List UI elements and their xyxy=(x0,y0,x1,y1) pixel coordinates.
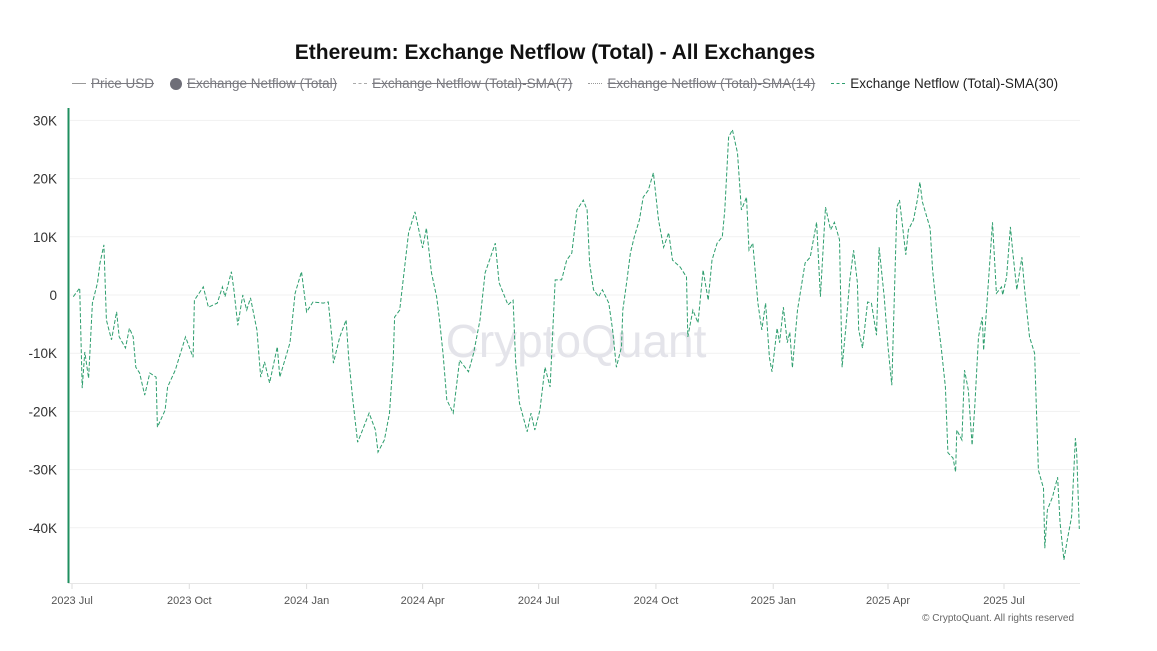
dashed-swatch-icon xyxy=(831,83,846,84)
dot-swatch-icon xyxy=(170,77,183,90)
chart-legend: Price USD Exchange Netflow (Total) Excha… xyxy=(72,76,1058,91)
x-tick-label: 2024 Oct xyxy=(634,595,679,607)
dashed-swatch-icon xyxy=(353,83,368,84)
x-tick-label: 2025 Jul xyxy=(983,595,1025,607)
x-tick-label: 2024 Jan xyxy=(284,595,329,607)
legend-item-sma30[interactable]: Exchange Netflow (Total)-SMA(30) xyxy=(831,76,1058,91)
y-tick-label: 10K xyxy=(33,230,57,245)
watermark: CryptoQuant xyxy=(446,315,707,367)
y-tick-label: 30K xyxy=(33,113,57,128)
legend-item-sma7[interactable]: Exchange Netflow (Total)-SMA(7) xyxy=(353,76,572,91)
x-tick-label: 2025 Apr xyxy=(866,595,910,607)
legend-label: Exchange Netflow (Total) xyxy=(187,76,338,91)
y-tick-label: -20K xyxy=(28,404,57,419)
legend-label: Price USD xyxy=(91,76,155,91)
x-tick-label: 2024 Jul xyxy=(518,595,560,607)
y-tick-label: -40K xyxy=(28,521,57,536)
y-tick-label: -10K xyxy=(28,346,57,361)
x-tick-label: 2023 Oct xyxy=(167,595,212,607)
y-tick-label: 20K xyxy=(33,172,57,187)
x-tick-label: 2025 Jan xyxy=(751,595,796,607)
legend-label: Exchange Netflow (Total)-SMA(7) xyxy=(372,76,573,91)
chart-title: Ethereum: Exchange Netflow (Total) - All… xyxy=(294,41,816,64)
copyright-text: © CryptoQuant. All rights reserved xyxy=(922,613,1074,624)
legend-label: Exchange Netflow (Total)-SMA(14) xyxy=(607,76,816,91)
y-tick-label: -30K xyxy=(28,463,57,478)
series-line-sma30 xyxy=(72,128,1080,560)
legend-label: Exchange Netflow (Total)-SMA(30) xyxy=(850,76,1059,91)
dotted-swatch-icon xyxy=(588,83,603,84)
line-swatch-icon xyxy=(72,83,86,84)
legend-item-netflow-total[interactable]: Exchange Netflow (Total) xyxy=(170,76,337,91)
x-tick-label: 2023 Jul xyxy=(51,595,93,607)
y-tick-label: 0 xyxy=(49,288,57,303)
legend-item-sma14[interactable]: Exchange Netflow (Total)-SMA(14) xyxy=(588,76,815,91)
x-tick-label: 2024 Apr xyxy=(401,595,445,607)
legend-item-price-usd[interactable]: Price USD xyxy=(72,76,154,91)
